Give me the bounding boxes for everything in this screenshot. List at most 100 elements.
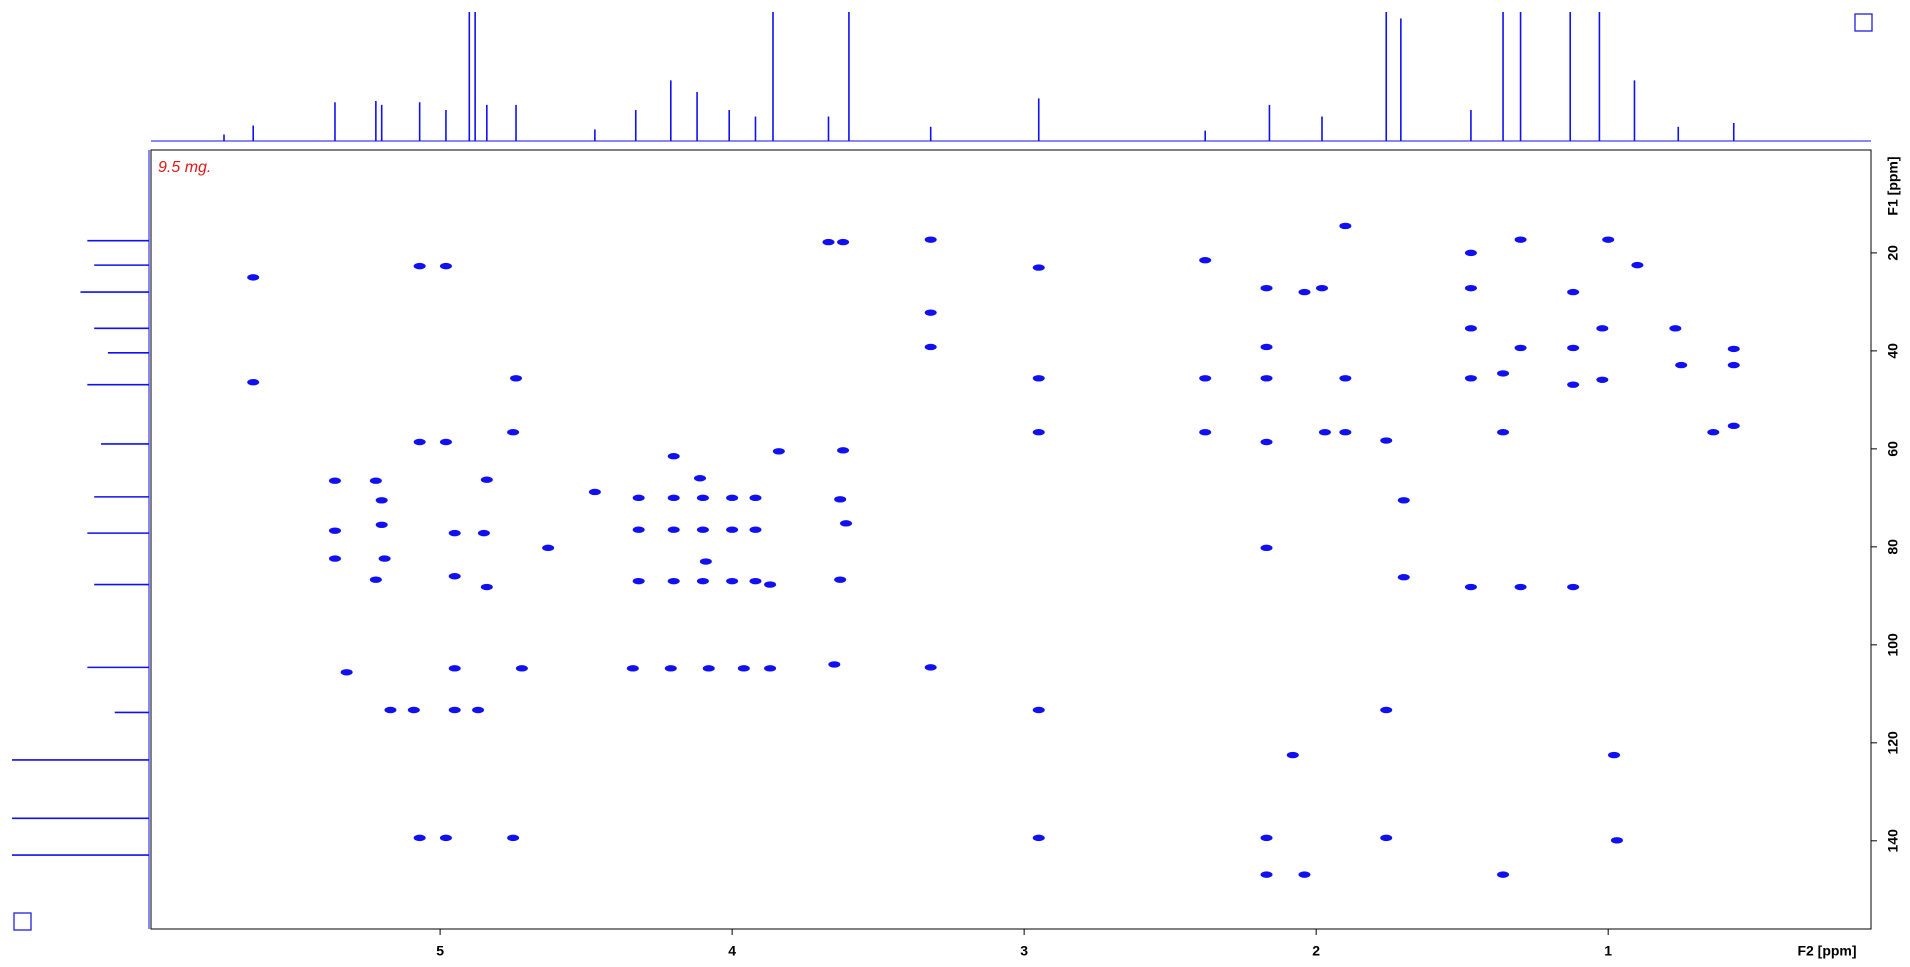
cross-peak (439, 262, 452, 270)
cross-peak (726, 526, 739, 533)
cross-peak (632, 526, 645, 533)
cross-peak (340, 669, 353, 676)
cross-peak (407, 706, 420, 714)
cross-peak (1199, 429, 1212, 436)
cross-peak (772, 448, 785, 455)
cross-peak (1316, 284, 1329, 292)
cross-peak (1727, 422, 1740, 430)
cross-peak (696, 494, 709, 502)
cross-peak (1567, 583, 1580, 591)
cross-peak (726, 577, 739, 585)
cross-peak (1260, 834, 1273, 842)
corner-box[interactable] (1854, 13, 1873, 32)
x-tick-label: 5 (436, 943, 444, 959)
sample-note: 9.5 mg. (158, 159, 211, 176)
cross-peak (1260, 438, 1273, 446)
cross-peak (1260, 544, 1273, 552)
cross-peak (1602, 236, 1615, 243)
cross-peak (764, 665, 777, 672)
cross-peak (1260, 375, 1273, 382)
cross-peak (1339, 429, 1352, 436)
cross-peak (1380, 706, 1393, 714)
cross-peak (328, 477, 341, 484)
x-tick-label: 4 (728, 943, 736, 959)
cross-peak (439, 834, 452, 842)
cross-peak (737, 665, 750, 672)
cross-peak (439, 438, 452, 446)
cross-peak (1464, 375, 1477, 382)
cross-peak (1514, 344, 1527, 352)
cross-peak (448, 573, 461, 580)
cross-peak (375, 497, 388, 504)
corner-box[interactable] (13, 912, 32, 931)
cross-peak (1464, 249, 1477, 257)
cross-peak (702, 665, 715, 672)
cross-peak (448, 529, 461, 537)
cross-peak (632, 494, 645, 502)
cross-peak (413, 438, 426, 446)
y-tick-label: 100 (1885, 633, 1901, 657)
cross-peak (837, 447, 850, 454)
y-axis-label: F1 [ppm] (1885, 156, 1901, 215)
cross-peak (1514, 236, 1527, 243)
cross-peak (664, 665, 677, 672)
cross-peak (1464, 325, 1477, 332)
cross-peak (1669, 325, 1682, 332)
cross-peak (626, 665, 639, 672)
cross-peak (1497, 370, 1510, 377)
cross-peak (696, 577, 709, 585)
cross-peak (667, 453, 680, 460)
cross-peak (822, 238, 835, 246)
cross-peak (1567, 344, 1580, 352)
cross-peak (1380, 834, 1393, 842)
cross-peak (924, 309, 937, 316)
cross-peak (542, 544, 555, 552)
cross-peak (696, 526, 709, 533)
cross-peak (472, 706, 485, 714)
cross-peak (510, 375, 523, 382)
y-tick-label: 60 (1885, 441, 1901, 457)
cross-peak (1727, 345, 1740, 353)
cross-peak (726, 494, 739, 502)
cross-peak (1032, 375, 1045, 382)
cross-peak (1339, 375, 1352, 382)
cross-peak (588, 488, 601, 496)
cross-peak (1286, 751, 1299, 759)
cross-peak (328, 527, 341, 534)
cross-peak (749, 526, 762, 533)
cross-peak (837, 238, 850, 246)
cross-peak (667, 494, 680, 502)
cross-peak (477, 529, 490, 537)
cross-peak (1260, 871, 1273, 878)
cross-peak (247, 274, 260, 281)
cross-peak (378, 555, 391, 562)
cross-peak (413, 262, 426, 270)
cross-peak (507, 834, 520, 842)
cross-peak (507, 429, 520, 436)
cross-peak (667, 526, 680, 533)
cross-peak (1032, 834, 1045, 842)
cross-peak (328, 555, 341, 562)
cross-peak (1675, 361, 1688, 369)
cross-peak (828, 661, 841, 668)
cross-peak (667, 577, 680, 585)
cross-peak (924, 664, 937, 671)
cross-peak (1497, 429, 1510, 436)
cross-peak (1260, 284, 1273, 292)
y-tick-label: 40 (1885, 343, 1901, 359)
x-axis-label: F2 [ppm] (1797, 943, 1856, 959)
cross-peak (413, 834, 426, 842)
cross-peak (840, 520, 853, 527)
cross-peak (384, 706, 397, 714)
cross-peak (448, 665, 461, 672)
plot-frame (150, 149, 1872, 930)
cross-peak (369, 477, 382, 484)
cross-peak (1464, 583, 1477, 591)
cross-peak (480, 583, 493, 591)
cross-peak (1298, 288, 1311, 296)
cross-peak (1318, 429, 1331, 436)
cross-peak (1380, 437, 1393, 444)
x-tick-label: 3 (1020, 943, 1028, 959)
cross-peak (1610, 837, 1623, 844)
cross-peak (480, 476, 493, 483)
